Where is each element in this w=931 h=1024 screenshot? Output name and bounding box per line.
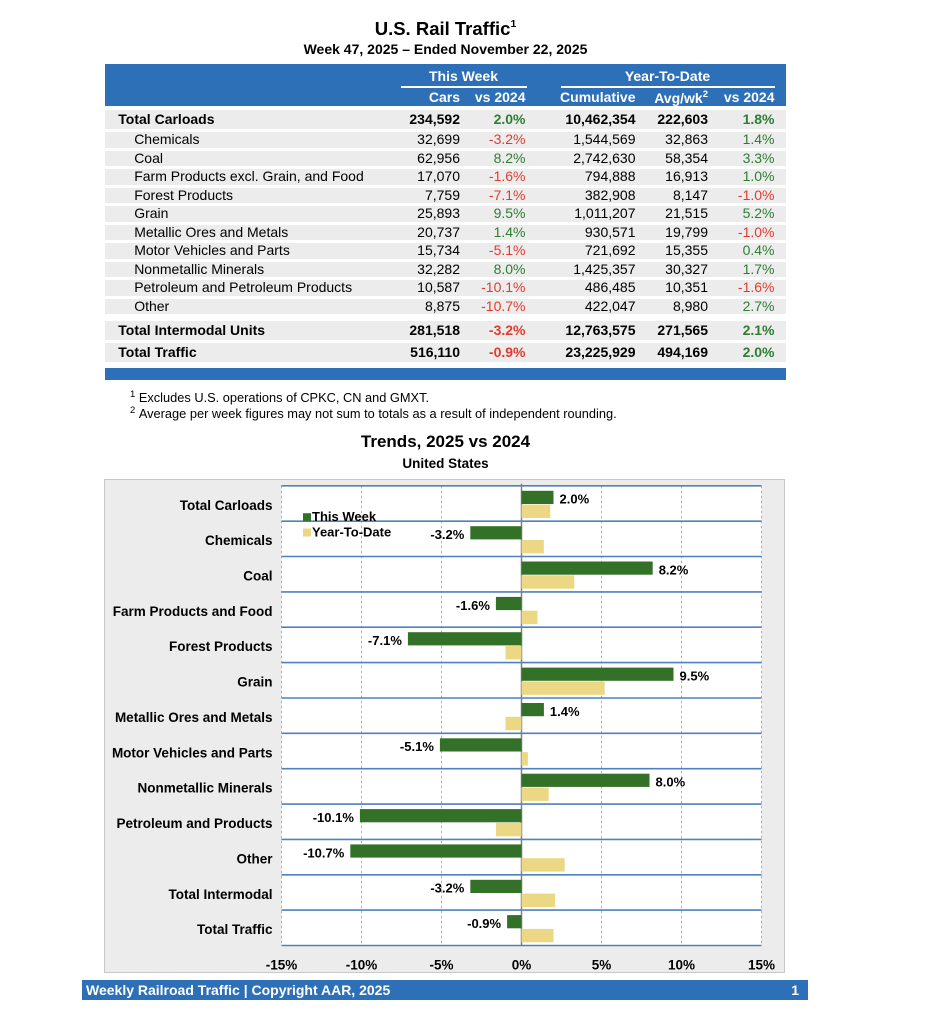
svg-text:Year-To-Date: Year-To-Date: [312, 525, 391, 540]
svg-text:-3.2%: -3.2%: [430, 881, 464, 896]
svg-text:Chemicals: Chemicals: [205, 533, 273, 548]
svg-text:Total Traffic: Total Traffic: [197, 922, 273, 937]
svg-text:Coal: Coal: [243, 569, 272, 584]
svg-text:This Week: This Week: [312, 509, 377, 524]
svg-text:Other: Other: [236, 851, 273, 866]
svg-text:Nonmetallic Minerals: Nonmetallic Minerals: [137, 781, 272, 796]
svg-text:Total Intermodal: Total Intermodal: [168, 887, 272, 902]
svg-text:15%: 15%: [748, 958, 775, 973]
svg-text:Petroleum and Products: Petroleum and Products: [116, 816, 272, 831]
svg-text:0%: 0%: [512, 958, 532, 973]
svg-text:Grain: Grain: [237, 675, 272, 690]
svg-text:-5%: -5%: [429, 958, 453, 973]
svg-text:-10%: -10%: [346, 958, 378, 973]
svg-text:-10.7%: -10.7%: [303, 845, 345, 860]
svg-text:Forest Products: Forest Products: [169, 639, 273, 654]
svg-text:9.5%: 9.5%: [680, 669, 710, 684]
svg-text:Total Carloads: Total Carloads: [180, 498, 273, 513]
svg-text:-1.6%: -1.6%: [456, 598, 490, 613]
svg-text:-3.2%: -3.2%: [430, 527, 464, 542]
svg-text:-10.1%: -10.1%: [313, 810, 355, 825]
svg-text:Metallic Ores and Metals: Metallic Ores and Metals: [115, 710, 273, 725]
svg-text:-15%: -15%: [266, 958, 298, 973]
svg-text:8.2%: 8.2%: [659, 562, 689, 577]
svg-text:5%: 5%: [592, 958, 612, 973]
svg-text:-0.9%: -0.9%: [467, 916, 501, 931]
svg-text:-5.1%: -5.1%: [400, 739, 434, 754]
svg-text:8.0%: 8.0%: [656, 775, 686, 790]
svg-text:2.0%: 2.0%: [560, 492, 590, 507]
svg-text:Farm Products and Food: Farm Products and Food: [113, 604, 273, 619]
svg-text:1.4%: 1.4%: [550, 704, 580, 719]
svg-text:Motor Vehicles and Parts: Motor Vehicles and Parts: [112, 745, 273, 760]
svg-text:-7.1%: -7.1%: [368, 633, 402, 648]
svg-text:10%: 10%: [668, 958, 695, 973]
